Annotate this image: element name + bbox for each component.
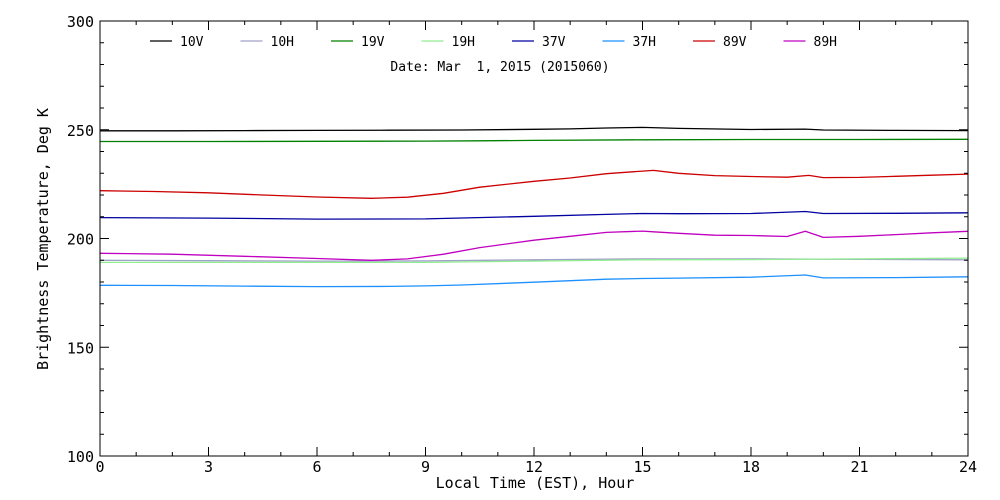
x-tick-label: 6	[312, 458, 321, 476]
x-tick-label: 9	[421, 458, 430, 476]
series-line-37v	[99, 210, 969, 220]
legend-label-37h: 37H	[633, 35, 656, 50]
y-tick-label: 250	[67, 122, 94, 140]
axes-layer: 0 3 6 9 12 15 18 21 24 100 150 200 250 300	[67, 13, 977, 476]
legend-label-89h: 89H	[814, 35, 837, 50]
x-axis-title: Local Time (EST), Hour	[436, 474, 635, 492]
series-line-89h	[99, 230, 969, 261]
legend-label-89v: 89V	[723, 35, 747, 50]
chart-subtitle: Date: Mar 1, 2015 (2015060)	[390, 60, 609, 75]
series-line-10v	[100, 126, 969, 132]
series-line-19h	[100, 257, 969, 264]
series-line-37h	[99, 274, 969, 288]
x-tick-label: 18	[742, 458, 760, 476]
x-tick-label: 12	[525, 458, 543, 476]
legend: 10V 10H 19V 19H 37V 37H 89V 89H	[150, 35, 837, 50]
y-tick-label: 300	[67, 13, 94, 31]
x-tick-label: 21	[850, 458, 868, 476]
y-tick-label: 100	[67, 448, 94, 466]
x-tick-label: 15	[633, 458, 651, 476]
legend-label-19h: 19H	[452, 35, 475, 50]
x-tick-label: 0	[95, 458, 104, 476]
series-line-89v	[99, 169, 969, 199]
y-tick-label: 200	[67, 231, 94, 249]
legend-label-10h: 10H	[271, 35, 294, 50]
x-tick-label: 24	[959, 458, 977, 476]
series-layer	[99, 126, 969, 288]
y-tick-label: 150	[67, 339, 94, 357]
x-tick-label: 3	[204, 458, 213, 476]
legend-label-10v: 10V	[180, 35, 204, 50]
legend-label-19v: 19V	[361, 35, 385, 50]
y-axis-title: Brightness Temperature, Deg K	[34, 108, 52, 370]
legend-label-37v: 37V	[542, 35, 566, 50]
series-line-19v	[100, 138, 969, 143]
